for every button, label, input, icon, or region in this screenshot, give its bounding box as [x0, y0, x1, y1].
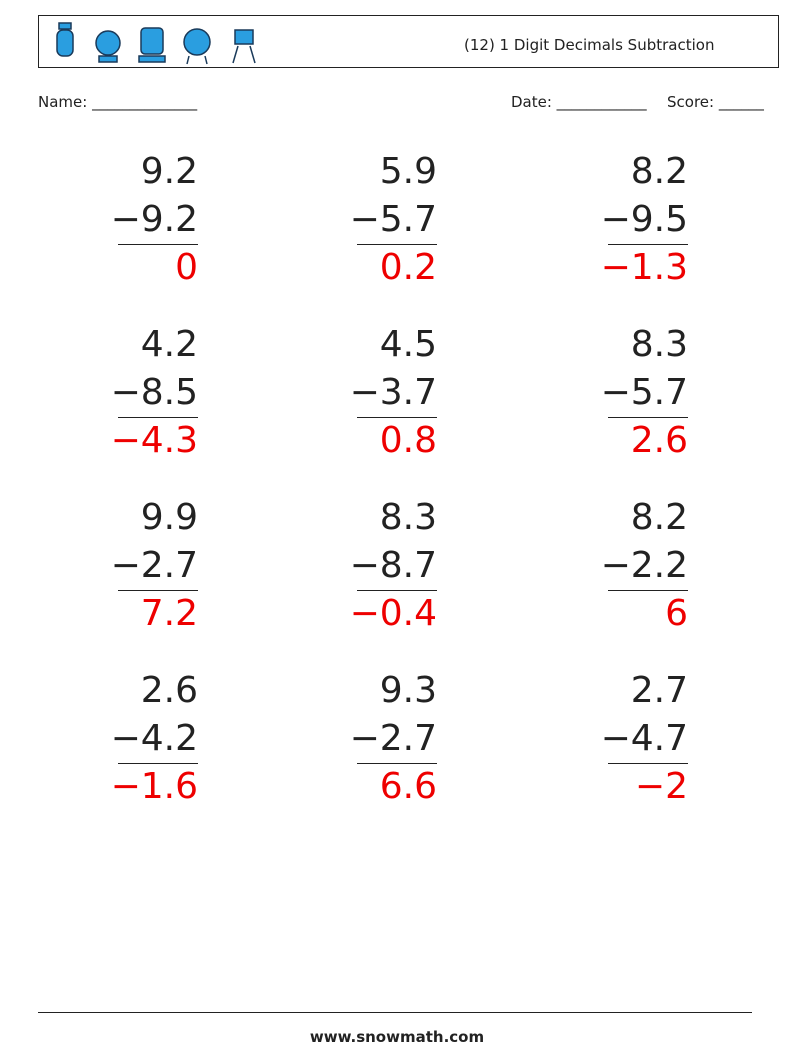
answer: −4.3 [110, 420, 198, 461]
answer: 7.2 [140, 593, 198, 634]
top-number: 9.3 [379, 670, 437, 711]
top-number: 4.5 [379, 324, 437, 365]
bottom-number: −8.5 [110, 372, 198, 413]
answer: −0.4 [349, 593, 437, 634]
answer: 0 [175, 247, 198, 288]
answer-rule [608, 763, 688, 764]
footer-rule [38, 1012, 752, 1013]
answer-rule [357, 763, 437, 764]
answer: 0.2 [379, 247, 437, 288]
answer: 6 [665, 593, 688, 634]
robot-icons [56, 22, 256, 65]
bottom-number: −3.7 [349, 372, 437, 413]
answer: −1.3 [600, 247, 688, 288]
top-number: 4.2 [140, 324, 198, 365]
date-field: Date: ____________ [511, 93, 647, 111]
bottom-number: −5.7 [600, 372, 688, 413]
bottom-number: −2.7 [349, 718, 437, 759]
answer-rule [608, 417, 688, 418]
top-number: 9.2 [140, 151, 198, 192]
bottom-number: −9.5 [600, 199, 688, 240]
top-number: 9.9 [140, 497, 198, 538]
top-number: 8.2 [630, 497, 688, 538]
answer: 0.8 [379, 420, 437, 461]
answer: −2 [634, 766, 688, 807]
answer: 2.6 [630, 420, 688, 461]
bottom-number: −2.7 [110, 545, 198, 586]
bottom-number: −8.7 [349, 545, 437, 586]
answer: −1.6 [110, 766, 198, 807]
top-number: 8.3 [630, 324, 688, 365]
header-box: (12) 1 Digit Decimals Subtraction [38, 15, 779, 68]
bottom-number: −5.7 [349, 199, 437, 240]
answer-rule [357, 417, 437, 418]
answer-rule [357, 244, 437, 245]
top-number: 2.7 [630, 670, 688, 711]
top-number: 8.3 [379, 497, 437, 538]
bottom-number: −4.7 [600, 718, 688, 759]
answer-rule [608, 244, 688, 245]
answer: 6.6 [379, 766, 437, 807]
answer-rule [118, 763, 198, 764]
top-number: 8.2 [630, 151, 688, 192]
answer-rule [357, 590, 437, 591]
answer-rule [118, 590, 198, 591]
score-field: Score: ______ [667, 93, 764, 111]
name-field: Name: ______________ [38, 93, 198, 111]
top-number: 2.6 [140, 670, 198, 711]
bottom-number: −2.2 [600, 545, 688, 586]
bottom-number: −9.2 [110, 199, 198, 240]
worksheet-title: (12) 1 Digit Decimals Subtraction [464, 36, 715, 54]
answer-rule [608, 590, 688, 591]
bottom-number: −4.2 [110, 718, 198, 759]
footer-site: www.snowmath.com [309, 1028, 485, 1046]
answer-rule [118, 244, 198, 245]
top-number: 5.9 [379, 151, 437, 192]
answer-rule [118, 417, 198, 418]
